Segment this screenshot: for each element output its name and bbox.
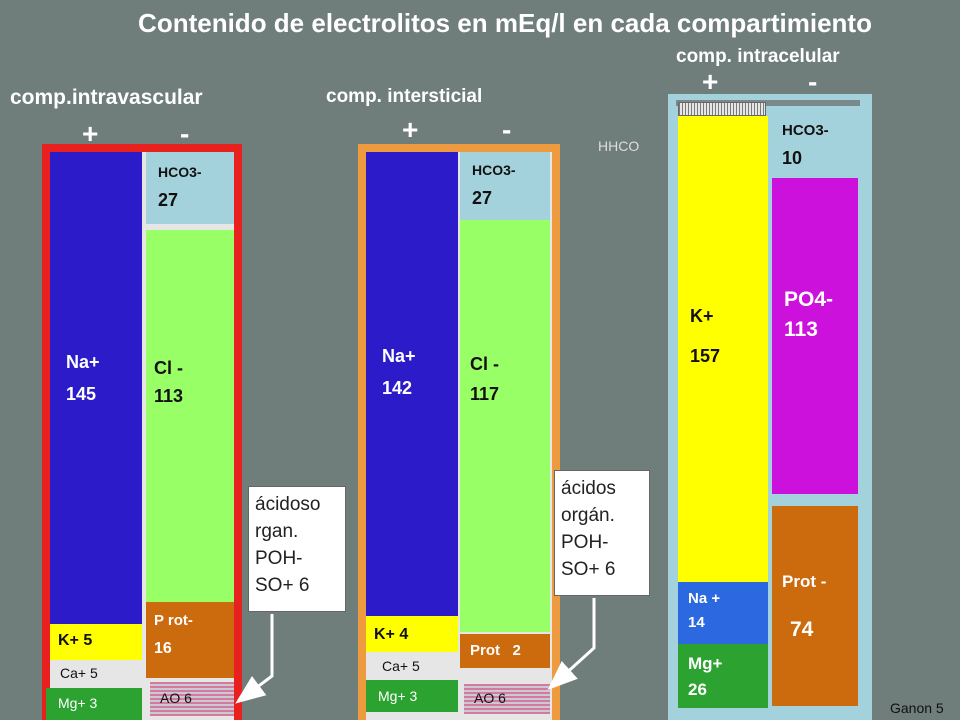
intravascular-minus-sign: - (180, 118, 190, 149)
interstitial-note-line-3: POH- (561, 532, 609, 553)
intravascular-mg-label: Mg+ 3 (58, 695, 98, 711)
interstitial-cl-value: 117 (470, 384, 500, 404)
interstitial-organic-acids-note: ácidos orgán. POH- SO+ 6 (554, 470, 650, 596)
interstitial-note-line-2: orgán. (561, 505, 615, 526)
intravascular-note-line-1: ácidoso (255, 494, 321, 515)
intracellular-hco3-label: HCO3- (782, 122, 829, 139)
interstitial-plus-sign: + (402, 114, 419, 145)
interstitial-k-label: K+ 4 (374, 626, 409, 643)
interstitial-ca-bar: Ca+ 5 (366, 652, 458, 680)
interstitial-hco3-value: 27 (472, 188, 493, 208)
intravascular-prot-bar: P rot- 16 (146, 602, 234, 678)
source-label: Ganon 5 (890, 700, 944, 716)
intravascular-note-arrow (235, 614, 274, 704)
interstitial-ao-label: AO 6 (474, 690, 506, 706)
intracellular-prot-bar: Prot - 74 (772, 506, 858, 706)
interstitial-note-line-4: SO+ 6 (561, 559, 616, 580)
intracellular-mg-bar: Mg+ 26 (678, 644, 768, 708)
intracellular-po4-label: PO4- (784, 288, 834, 311)
intravascular-prot-label: P rot- (154, 612, 193, 629)
intravascular-note-line-3: POH- (255, 548, 303, 569)
interstitial-hco3-bar: HCO3- 27 (460, 152, 550, 220)
intravascular-na-bar: Na+ 145 (50, 152, 142, 624)
intracellular-mg-value: 26 (688, 680, 707, 699)
intravascular-na-label: Na+ (66, 352, 100, 372)
intravascular-k-bar: K+ 5 (50, 624, 142, 660)
intracellular-na-value: 14 (688, 614, 705, 631)
intracellular-minus-sign: - (808, 66, 818, 97)
intravascular-organic-acids-note: ácidoso rgan. POH- SO+ 6 (248, 486, 346, 612)
intracellular-hco3-value: 10 (782, 148, 803, 168)
intravascular-ao-bar: AO 6 (150, 682, 234, 716)
interstitial-note-arrow (547, 598, 596, 691)
intravascular-na-value: 145 (66, 384, 97, 404)
intravascular-cl-bar: Cl - 113 (146, 230, 234, 602)
intravascular-k-label: K+ 5 (58, 632, 93, 649)
intracellular-prot-label: Prot - (782, 572, 827, 591)
intracellular-plus-sign: + (702, 66, 719, 97)
interstitial-prot-label: Prot 2 (470, 642, 521, 659)
intravascular-note-line-2: rgan. (255, 521, 299, 542)
interstitial-cl-bar: Cl - 117 (460, 220, 550, 632)
interstitial-ca-label: Ca+ 5 (382, 658, 420, 674)
intracellular-mg-label: Mg+ (688, 654, 723, 673)
interstitial-note-line-1: ácidos (561, 478, 616, 499)
intracellular-po4-bar: PO4- 113 (772, 178, 858, 494)
intravascular-ca-bar: Ca+ 5 (50, 660, 142, 688)
intravascular-header: comp.intravascular (10, 86, 203, 109)
intracellular-po4-value: 113 (784, 318, 818, 341)
interstitial-mg-bar: Mg+ 3 (366, 680, 458, 712)
intracellular-top-rim (676, 100, 860, 106)
intracellular-prot-value: 74 (790, 618, 814, 641)
intravascular-hco3-value: 27 (158, 190, 179, 210)
intravascular-mg-bar: Mg+ 3 (46, 688, 142, 720)
interstitial-na-label: Na+ (382, 346, 416, 366)
intracellular-hco3-bar: HCO3- 10 (772, 108, 860, 176)
intravascular-ao-label: AO 6 (160, 690, 192, 706)
intracellular-k-label: K+ (690, 306, 714, 326)
intravascular-hco3-bar: HCO3- 27 (146, 152, 234, 224)
intracellular-header: comp. intracelular (676, 46, 840, 67)
interstitial-na-bar: Na+ 142 (366, 152, 458, 616)
intracellular-k-bar: K+ 157 (678, 116, 768, 582)
intravascular-cl-value: 113 (154, 386, 184, 406)
interstitial-minus-sign: - (502, 114, 512, 145)
interstitial-ao-bar: AO 6 (464, 684, 550, 714)
intracellular-hhco-bar (678, 102, 766, 116)
intravascular-hco3-label: HCO3- (158, 164, 202, 180)
interstitial-mg-label: Mg+ 3 (378, 688, 418, 704)
intracellular-na-label: Na + (688, 590, 721, 607)
intravascular-prot-value: 16 (154, 640, 172, 657)
interstitial-na-value: 142 (382, 378, 413, 398)
interstitial-k-bar: K+ 4 (366, 616, 458, 652)
interstitial-hco3-label: HCO3- (472, 162, 516, 178)
interstitial-cl-label: Cl - (470, 354, 499, 374)
intravascular-plus-sign: + (82, 118, 99, 149)
intracellular-hhco-label: HHCO (598, 138, 640, 154)
interstitial-prot-bar: Prot 2 (460, 634, 550, 668)
intracellular-k-value: 157 (690, 346, 721, 366)
page-title: Contenido de electrolitos en mEq/l en ca… (138, 8, 872, 38)
interstitial-header: comp. intersticial (326, 86, 483, 107)
intracellular-na-bar: Na + 14 (678, 582, 768, 644)
intravascular-cl-label: Cl - (154, 358, 183, 378)
intravascular-note-line-4: SO+ 6 (255, 575, 310, 596)
intravascular-ca-label: Ca+ 5 (60, 665, 98, 681)
